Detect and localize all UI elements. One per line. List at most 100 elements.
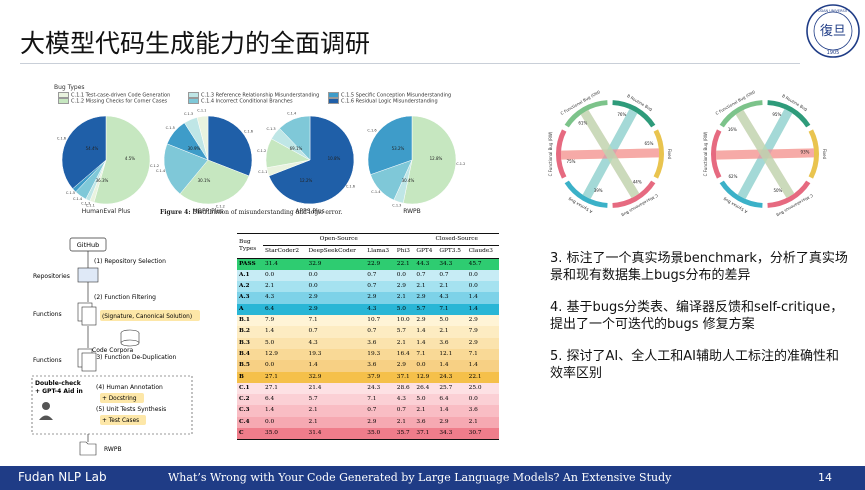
table-cell: 0.0 xyxy=(308,283,318,290)
table-cell: 4.3 xyxy=(439,294,449,301)
table-cell: 2.9 xyxy=(396,283,406,290)
slice-code-label: C.1.3 xyxy=(267,127,276,131)
column-header: Phi3 xyxy=(396,248,410,255)
table-cell: 22.9 xyxy=(367,260,381,267)
column-header: DeepSeekCoder xyxy=(308,248,356,255)
slice-code-label: C.1.6 xyxy=(367,129,376,133)
annotator-icon xyxy=(42,402,50,410)
row-label: B xyxy=(239,373,244,380)
slice-code-label: C.1.6 xyxy=(244,129,253,133)
page-number: 14 xyxy=(818,471,832,484)
pie-slice xyxy=(61,115,107,190)
table-cell: 37.1 xyxy=(396,373,410,380)
pie-percent-label: 54.4% xyxy=(86,146,99,151)
table-row: A.2 2.1 0.0 0.7 2.9 2.1 2.1 0.0 xyxy=(237,281,499,293)
pie-percent-label: 10.8% xyxy=(328,156,341,161)
table-cell: 5.0 xyxy=(396,305,406,312)
slice-code-label: C.1.2 xyxy=(216,204,225,208)
pie-slice xyxy=(402,115,457,205)
slice-code-label: C.1.1 xyxy=(197,108,206,112)
column-header: GPT4 xyxy=(416,248,433,255)
logo-name: FUDAN UNIVERSITY xyxy=(816,9,851,13)
table-cell: 25.7 xyxy=(439,384,453,391)
legend-swatch xyxy=(58,98,69,104)
figure-caption: Figure 4: Distribution of misunderstandi… xyxy=(160,209,343,216)
slice-code-label: C.1.4 xyxy=(156,169,166,173)
slice-code-label: C.1.5 xyxy=(66,191,75,195)
closed-source-header: Closed-Source xyxy=(414,233,499,247)
pie-slice xyxy=(196,115,209,161)
legend-label: C.1.5 Specific Conception Misunderstandi… xyxy=(341,92,452,99)
chord-arc xyxy=(767,180,811,208)
chord-percent: 50% xyxy=(773,188,782,193)
table-cell: 2.1 xyxy=(416,283,426,290)
table-cell: 32.9 xyxy=(308,260,322,267)
slide-title: 大模型代码生成能力的全面调研 xyxy=(20,29,371,58)
bug-type-pie-figure: Bug Types C.1.1 Test-case-driven Code Ge… xyxy=(48,84,473,222)
table-cell: 0.0 xyxy=(396,271,406,278)
row-label: B.2 xyxy=(239,328,250,335)
pie-percent-label: 69.1% xyxy=(290,146,303,151)
pie-charts: C.1.2C.1.1C.1.3C.1.4C.1.5C.1.654.4%36.3%… xyxy=(57,108,465,215)
table-cell: 0.0 xyxy=(468,283,478,290)
table-cell: 31.4 xyxy=(265,260,278,267)
table-cell: 1.4 xyxy=(468,362,478,369)
table-cell: 24.3 xyxy=(439,373,453,380)
chord-percent: 95% xyxy=(772,112,781,117)
row-label: C.1 xyxy=(239,384,250,391)
note-4: 4. 基于bugs分类表、编译器反馈和self-critique，提出了一个可迭… xyxy=(550,300,844,332)
signature-badge xyxy=(100,310,200,321)
docstring-label: + Docstring xyxy=(102,396,137,402)
chord-arc xyxy=(719,100,763,128)
table-cell: 27.1 xyxy=(265,384,278,391)
table-cell: 7.1 xyxy=(468,350,478,357)
test-cases-label: + Test Cases xyxy=(102,418,139,424)
chord-ribbon xyxy=(735,109,795,199)
table-cell: 0.0 xyxy=(265,362,275,369)
table-cell: 2.1 xyxy=(265,283,275,290)
slice-code-label: C.1.2 xyxy=(456,162,465,166)
table-row: B.2 1.4 0.7 0.7 5.7 1.4 2.1 7.9 xyxy=(237,326,499,338)
chord-percent: 44% xyxy=(633,179,642,184)
repositories-label: Repositories xyxy=(33,273,70,280)
table-row: C 35.0 31.4 35.0 35.7 37.1 34.3 30.7 xyxy=(237,428,499,440)
table-cell: 0.7 xyxy=(367,283,377,290)
row-label: B.4 xyxy=(239,350,250,357)
table-cell: 12.9 xyxy=(265,350,278,357)
column-header: Llama3 xyxy=(367,248,390,255)
table-cell: 0.7 xyxy=(396,407,406,414)
row-label: A.2 xyxy=(239,283,250,290)
table-cell: 16.4 xyxy=(396,350,410,357)
slice-code-label: C.1.4 xyxy=(73,197,83,201)
chord-percent: 39% xyxy=(594,188,603,193)
table-cell: 4.3 xyxy=(265,294,275,301)
pie-name: MBPP Plus xyxy=(193,208,224,215)
gpt-aid-label: + GPT-4 Aid in xyxy=(35,388,83,395)
table-cell: 22.1 xyxy=(468,373,482,380)
legend-swatch xyxy=(188,98,199,104)
pie-percent-label: 30.1% xyxy=(198,178,211,183)
pie-percent-label: 12.2% xyxy=(300,178,313,183)
table-cell: 1.4 xyxy=(265,328,275,335)
table-cell: 2.9 xyxy=(468,317,478,324)
chord-label: C Functional Bug (RW) xyxy=(703,131,708,176)
rwpb-label: RWPB xyxy=(104,446,122,453)
pie-slice xyxy=(367,115,413,175)
open-source-header: Open-Source xyxy=(263,233,415,247)
pie-0: C.1.2 C.1.1C.1.3C.1.4 C.1.5 C.1.6 54.4% 36.3%… xyxy=(57,115,159,215)
legend-swatch xyxy=(188,92,199,98)
chord-arc xyxy=(556,129,567,179)
table-cell: 7.1 xyxy=(308,317,318,324)
rwpb-folder-icon xyxy=(79,441,97,456)
note-3: 3. 标注了一个真实场景benchmark，分析了真实场景和现有数据集上bugs… xyxy=(550,251,848,283)
legend-item-C-1-2: C.1.2 Missing Checks for Corner Cases xyxy=(58,98,167,105)
chord-percent: 93% xyxy=(801,149,810,154)
table-cell: 5.0 xyxy=(439,317,449,324)
table-cell: 34.3 xyxy=(439,430,453,437)
table-row: C.3 1.4 2.1 0.7 0.7 2.1 1.4 3.6 xyxy=(237,405,499,417)
table-cell: 1.4 xyxy=(439,362,449,369)
table-cell: 0.7 xyxy=(367,271,377,278)
legend-swatch xyxy=(58,92,69,98)
table-cell: 0.0 xyxy=(308,271,318,278)
legend-swatch xyxy=(328,98,339,104)
